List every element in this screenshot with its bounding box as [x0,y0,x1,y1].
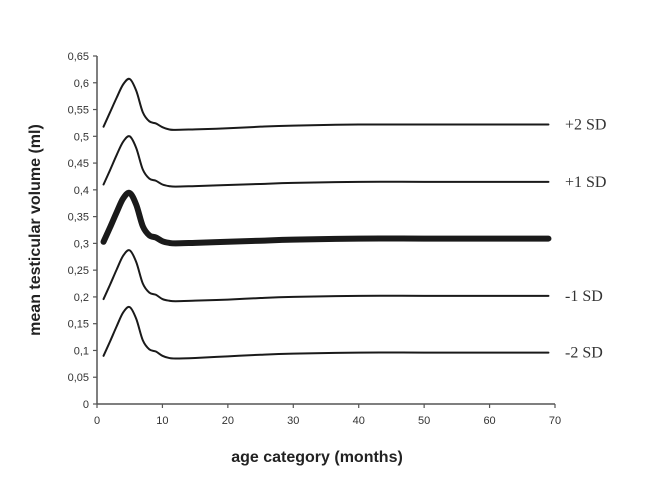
series-label-1-sd: +1 SD [565,174,606,191]
y-tick-label: 0,3 [74,238,89,250]
y-tick-label: 0,05 [68,372,89,384]
x-tick-label: 30 [287,415,299,427]
y-tick-label: 0,5 [74,131,89,143]
y-tick-label: 0,45 [68,158,89,170]
y-axis: 0 0,05 0,1 0,15 0,2 0,25 0,3 0,35 0,4 0,45 0,5 0,55… [68,51,98,411]
y-tick-label: 0,4 [74,185,89,197]
y-tick-label: 0,6 [74,78,89,90]
x-tick-label: 0 [94,415,100,427]
series-line-2-sd [102,305,550,360]
x-tick-label: 60 [483,415,495,427]
x-tick-label: 50 [418,415,430,427]
series-label-1-sd: -1 SD [565,288,603,305]
series-line-2-sd [102,77,550,131]
x-tick-label: 70 [549,415,561,427]
y-tick-label: 0,2 [74,292,89,304]
series-line-1-sd [102,135,550,188]
series-label-2-sd: +2 SD [565,117,606,134]
x-ticks: 0 10 20 30 40 50 60 70 [94,404,561,427]
y-tick-label: 0,35 [68,212,89,224]
y-tick-label: 0,65 [68,51,89,63]
series-label-2-sd: -2 SD [565,345,603,362]
plot-lines [100,77,552,360]
y-tick-label: 0,55 [68,105,89,117]
series-line-mean [100,189,552,247]
y-tick-label: 0,15 [68,319,89,331]
y-ticks: 0 0,05 0,1 0,15 0,2 0,25 0,3 0,35 0,4 0,45 0,5 0,55… [68,51,97,411]
series-line-1-sd [102,249,550,303]
x-axis-title: age category (months) [231,449,403,466]
series-labels: +2 SD +1 SD -1 SD -2 SD [565,117,606,362]
x-tick-label: 20 [222,415,234,427]
y-tick-label: 0 [83,399,89,411]
y-axis-title: mean testicular volume (ml) [27,124,44,336]
x-tick-label: 10 [156,415,168,427]
y-tick-label: 0,1 [74,345,89,357]
y-tick-label: 0,25 [68,265,89,277]
x-tick-label: 40 [353,415,365,427]
x-axis: 0 10 20 30 40 50 60 70 [94,403,561,427]
